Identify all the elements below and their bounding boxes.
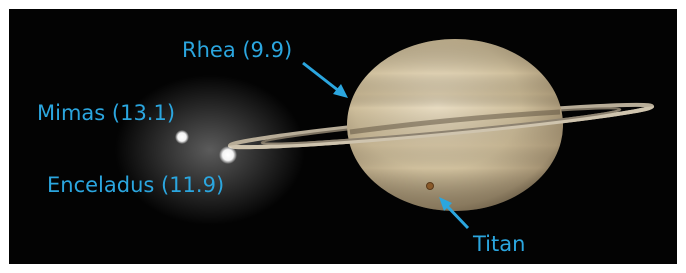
label-rhea: Rhea (9.9)	[182, 38, 292, 62]
glow	[115, 75, 305, 225]
label-enceladus: Enceladus (11.9)	[47, 173, 224, 197]
sky	[9, 9, 677, 264]
titan	[427, 183, 434, 190]
label-mimas: Mimas (13.1)	[37, 101, 175, 125]
page: Rhea (9.9) Mimas (13.1) Enceladus (11.9)…	[0, 0, 686, 273]
label-titan: Titan	[472, 232, 525, 256]
mimas	[175, 130, 189, 144]
enceladus	[219, 146, 237, 164]
image: Rhea (9.9) Mimas (13.1) Enceladus (11.9)…	[0, 0, 686, 273]
